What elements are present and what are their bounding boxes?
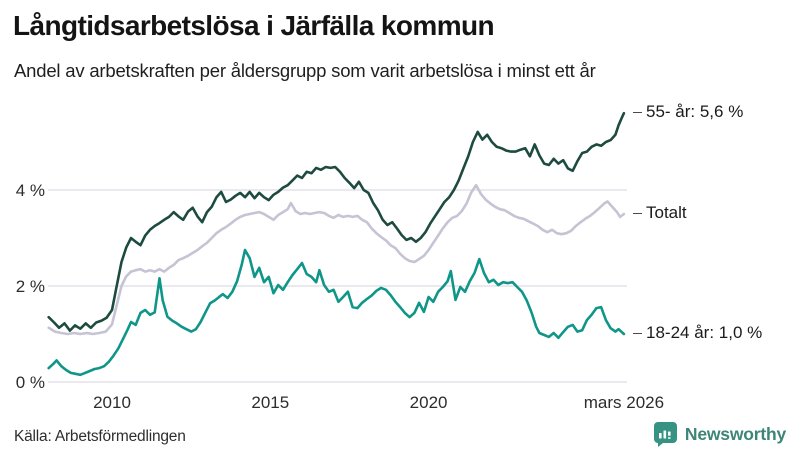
branding-name: Newsworthy [684, 423, 786, 444]
y-tick-label: 0 % [16, 373, 45, 392]
end-label-text: 55- år: 5,6 % [646, 102, 744, 122]
end-label-text: 18-24 år: 1,0 % [646, 323, 763, 342]
x-tick-label: 2015 [251, 393, 289, 412]
page-subtitle: Andel av arbetskraften per åldersgrupp s… [14, 60, 596, 81]
branding: Newsworthy [653, 421, 786, 447]
series-line-55-r [47, 111, 626, 332]
end-label-Totalt: Totalt [633, 203, 687, 223]
series-line-Totalt [47, 183, 626, 336]
y-tick-label: 2 % [16, 277, 45, 296]
label-leader-line [633, 111, 642, 113]
page-title: Långtidsarbetslösa i Järfälla kommun [13, 10, 495, 41]
label-leader-line [633, 332, 642, 334]
label-leader-line [633, 212, 642, 214]
y-tick-label: 4 % [16, 181, 45, 200]
source-attribution: Källa: Arbetsförmedlingen [14, 428, 186, 445]
end-label-55-r: 55- år: 5,6 % [633, 102, 743, 122]
end-label-text: Totalt [646, 203, 687, 222]
x-tick-label: 2010 [93, 393, 131, 412]
series-line-18-24r [47, 248, 626, 377]
x-tick-label: 2020 [410, 393, 448, 412]
newsworthy-logo-icon [653, 422, 677, 447]
x-tick-label: mars 2026 [584, 393, 664, 412]
end-label-18-24r: 18-24 år: 1,0 % [633, 323, 762, 343]
